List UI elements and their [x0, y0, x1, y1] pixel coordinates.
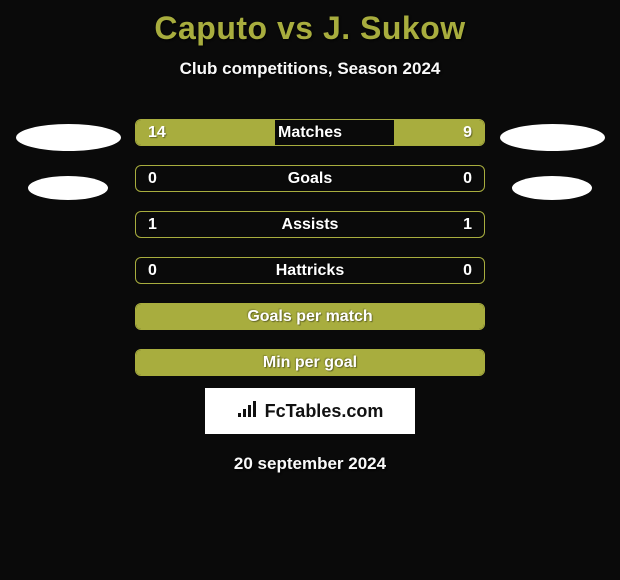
stat-bar: 0 Goals 0 [135, 165, 485, 192]
stat-label: Min per goal [263, 354, 357, 372]
stat-value-right: 9 [463, 124, 472, 142]
brand-badge[interactable]: FcTables.com [205, 388, 415, 434]
stat-label: Matches [278, 124, 342, 142]
stat-label: Hattricks [276, 262, 344, 280]
date-label: 20 september 2024 [0, 454, 620, 474]
page-subtitle: Club competitions, Season 2024 [0, 59, 620, 79]
stats-area: 14 Matches 9 0 Goals 0 1 Assists 1 0 Hattricks 0 Goa… [0, 119, 620, 376]
comparison-card: Caputo vs J. Sukow Club competitions, Se… [0, 0, 620, 580]
stat-bar: Min per goal [135, 349, 485, 376]
brand-logo-icon [237, 400, 259, 423]
player-left-avatar-col [13, 119, 123, 225]
stat-bars-column: 14 Matches 9 0 Goals 0 1 Assists 1 0 Hattricks 0 Goa… [135, 119, 485, 376]
stat-bar: 0 Hattricks 0 [135, 257, 485, 284]
stat-label: Goals [288, 170, 332, 188]
avatar-placeholder-left-2 [28, 176, 108, 200]
stat-value-right: 0 [463, 170, 472, 188]
page-title: Caputo vs J. Sukow [0, 10, 620, 47]
avatar-placeholder-right-1 [500, 124, 605, 151]
stat-label: Goals per match [247, 308, 372, 326]
stat-bar: 1 Assists 1 [135, 211, 485, 238]
stat-bar: Goals per match [135, 303, 485, 330]
stat-value-left: 14 [148, 124, 166, 142]
avatar-placeholder-right-2 [512, 176, 592, 200]
stat-label: Assists [282, 216, 339, 234]
stat-value-right: 1 [463, 216, 472, 234]
avatar-placeholder-left-1 [16, 124, 121, 151]
stat-value-right: 0 [463, 262, 472, 280]
stat-value-left: 1 [148, 216, 157, 234]
stat-value-left: 0 [148, 170, 157, 188]
brand-text: FcTables.com [265, 401, 384, 422]
stat-bar: 14 Matches 9 [135, 119, 485, 146]
stat-value-left: 0 [148, 262, 157, 280]
player-right-avatar-col [497, 119, 607, 225]
